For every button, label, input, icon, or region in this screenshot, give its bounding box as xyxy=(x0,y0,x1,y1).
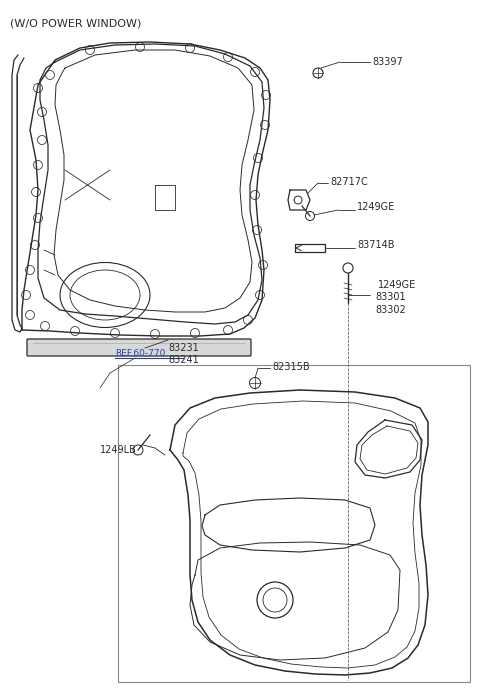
Text: 1249GE: 1249GE xyxy=(378,280,416,290)
Text: REF.60-770: REF.60-770 xyxy=(115,349,166,358)
Text: 83397: 83397 xyxy=(372,57,403,67)
Text: (W/O POWER WINDOW): (W/O POWER WINDOW) xyxy=(10,18,142,28)
Text: 82717C: 82717C xyxy=(330,177,368,187)
Text: 83302: 83302 xyxy=(375,305,406,315)
FancyBboxPatch shape xyxy=(27,339,251,356)
Text: 1249LB: 1249LB xyxy=(100,445,137,455)
Bar xyxy=(118,365,470,682)
Text: 83301: 83301 xyxy=(375,292,406,302)
Text: 83714B: 83714B xyxy=(357,240,395,250)
Text: 82315B: 82315B xyxy=(272,362,310,372)
Text: 83231: 83231 xyxy=(168,343,199,353)
Text: 83241: 83241 xyxy=(168,355,199,365)
Text: 1249GE: 1249GE xyxy=(357,202,395,212)
